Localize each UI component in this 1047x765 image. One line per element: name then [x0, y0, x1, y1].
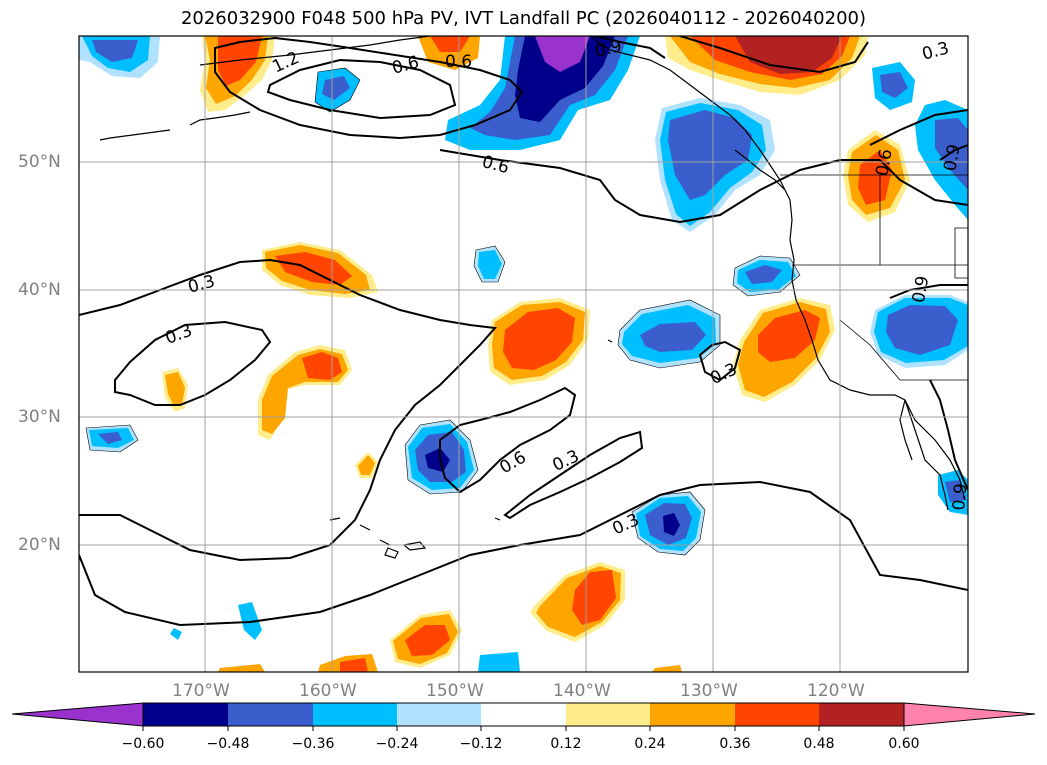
colorbar-tick-label: 0.48: [803, 736, 835, 752]
colorbar-tick-label: −0.24: [375, 736, 419, 752]
contour-label: 0.9: [909, 274, 933, 304]
lat-label: 40°N: [18, 280, 61, 300]
colorbar-extend-low: [11, 702, 144, 727]
pv-contours: [79, 36, 968, 627]
colorbar-segment: [313, 703, 397, 726]
colorbar-segment: [650, 703, 735, 726]
colorbar-tick-label: 0.24: [634, 736, 666, 752]
colorbar-tick-label: −0.48: [206, 736, 250, 752]
lon-label: 120°W: [807, 681, 865, 701]
lon-label: 130°W: [680, 681, 738, 701]
colorbar-extend-high: [903, 702, 1036, 727]
map-title: 2026032900 F048 500 hPa PV, IVT Landfall…: [180, 8, 867, 29]
lon-label: 160°W: [299, 681, 357, 701]
colorbar-segment: [228, 703, 313, 726]
coastlines: [99, 36, 966, 559]
colorbar-tick-label: −0.60: [121, 736, 165, 752]
colorbar-tick-label: 0.60: [888, 736, 920, 752]
contour-label: 0.9: [949, 483, 971, 512]
lon-label: 150°W: [426, 681, 484, 701]
colorbar-tick-label: −0.36: [291, 736, 335, 752]
lat-label: 30°N: [18, 407, 61, 427]
colorbar-tick-label: −0.12: [459, 736, 503, 752]
lon-label: 140°W: [553, 681, 611, 701]
gridlines: [79, 36, 968, 672]
contour-label: 0.6: [872, 148, 896, 178]
colorbar-tick-label: 0.36: [719, 736, 751, 752]
lat-label: 20°N: [18, 535, 61, 555]
negative-anomaly-north-pacific: [445, 36, 640, 150]
colorbar-segment: [566, 703, 650, 726]
lat-label: 50°N: [18, 152, 61, 172]
colorbar-tick-label: 0.12: [550, 736, 582, 752]
contour-label-group: 1.2 0.6 0.6 0.9 0.6 0.6 0.9 0.3 0.3 0.3 …: [163, 36, 972, 540]
contour-label: 0.9: [940, 143, 964, 173]
colorbar-segment: [735, 703, 819, 726]
map-frame: [78, 35, 969, 673]
contour-label: 0.6: [445, 52, 472, 72]
colorbar: [11, 702, 1036, 731]
colorbar-segment: [481, 703, 566, 726]
colorbar-segment: [819, 703, 904, 726]
colorbar-segment: [143, 703, 228, 726]
lon-label: 170°W: [172, 681, 230, 701]
colorbar-segment: [397, 703, 481, 726]
